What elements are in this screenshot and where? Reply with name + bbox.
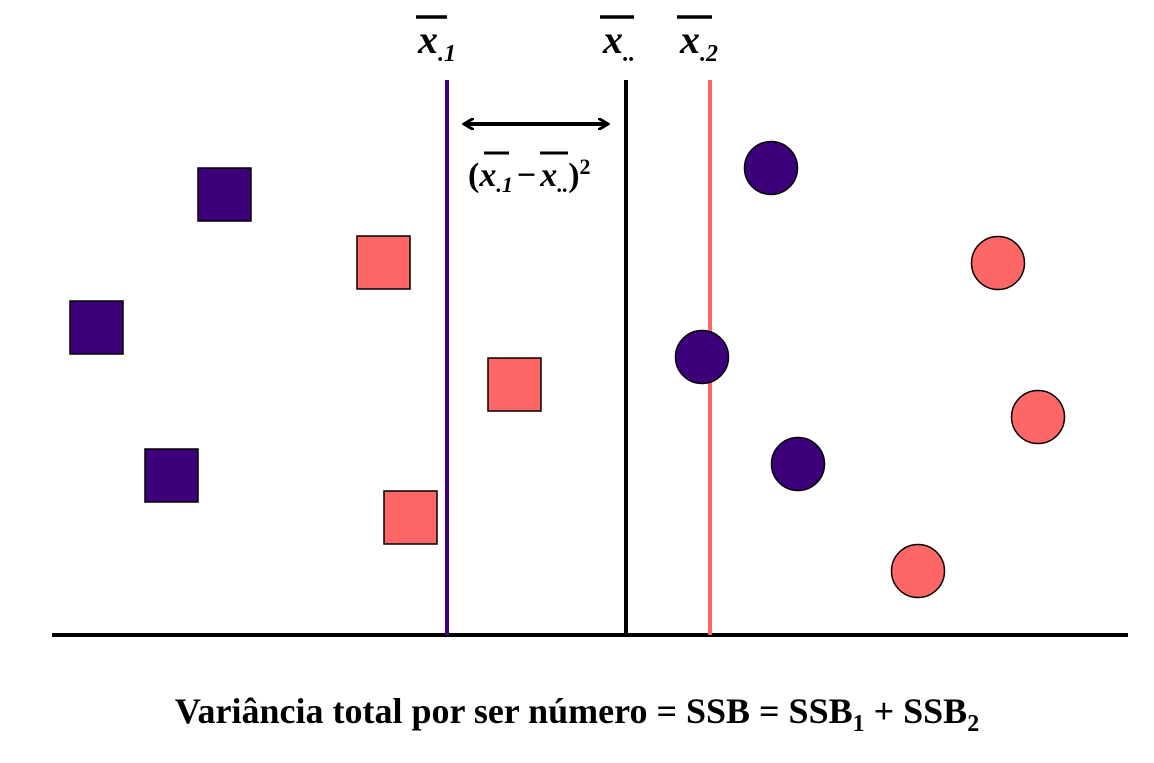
difference-open-paren: ( (468, 157, 479, 194)
caption-plus: + SSB (864, 691, 968, 731)
circle-point (770, 436, 826, 492)
group2-mean-subscript: .2 (700, 41, 718, 67)
square-point (487, 357, 542, 412)
overall-mean-subscript: .. (623, 41, 635, 67)
overall-mean-symbol: x (602, 17, 623, 62)
circle-point (970, 235, 1026, 291)
circle-point (890, 543, 946, 599)
circle-point (674, 329, 730, 385)
caption-sub2: 2 (967, 711, 980, 737)
square-points (69, 167, 542, 545)
caption-main: Variância total por ser número = SSB = S… (174, 691, 853, 731)
group1-mean-subscript: .1 (438, 41, 456, 67)
difference-minus: − (517, 157, 536, 194)
square-point (197, 167, 252, 222)
svg-text:x.1: x.1 (417, 17, 456, 67)
caption-sub1: 1 (852, 711, 865, 737)
square-point (69, 300, 124, 355)
svg-text:(x.1−x..)2: (x.1− x..)2 (468, 154, 591, 197)
difference-first-var: x (478, 157, 496, 194)
difference-second-var: x (539, 157, 557, 194)
difference-second-sub: .. (557, 172, 568, 197)
square-point (356, 235, 411, 290)
group1-mean-symbol: x (417, 17, 438, 62)
difference-close-paren: ) (568, 157, 579, 194)
svg-text:x.2: x.2 (679, 17, 718, 67)
square-point (383, 490, 438, 545)
circle-points (674, 140, 1066, 599)
overall-mean-label: x.. (600, 15, 635, 67)
difference-exponent: 2 (580, 154, 591, 179)
difference-formula: (x.1− x..)2 (468, 151, 591, 197)
square-point (144, 448, 199, 503)
group1-mean-label: x.1 (416, 15, 456, 67)
circle-point (743, 140, 799, 196)
difference-first-sub: .1 (496, 172, 513, 197)
circle-point (1010, 389, 1066, 445)
group2-mean-symbol: x (679, 17, 700, 62)
svg-text:x..: x.. (602, 17, 635, 67)
caption: Variância total por ser número = SSB = S… (0, 690, 1154, 736)
group2-mean-label: x.2 (677, 15, 718, 67)
